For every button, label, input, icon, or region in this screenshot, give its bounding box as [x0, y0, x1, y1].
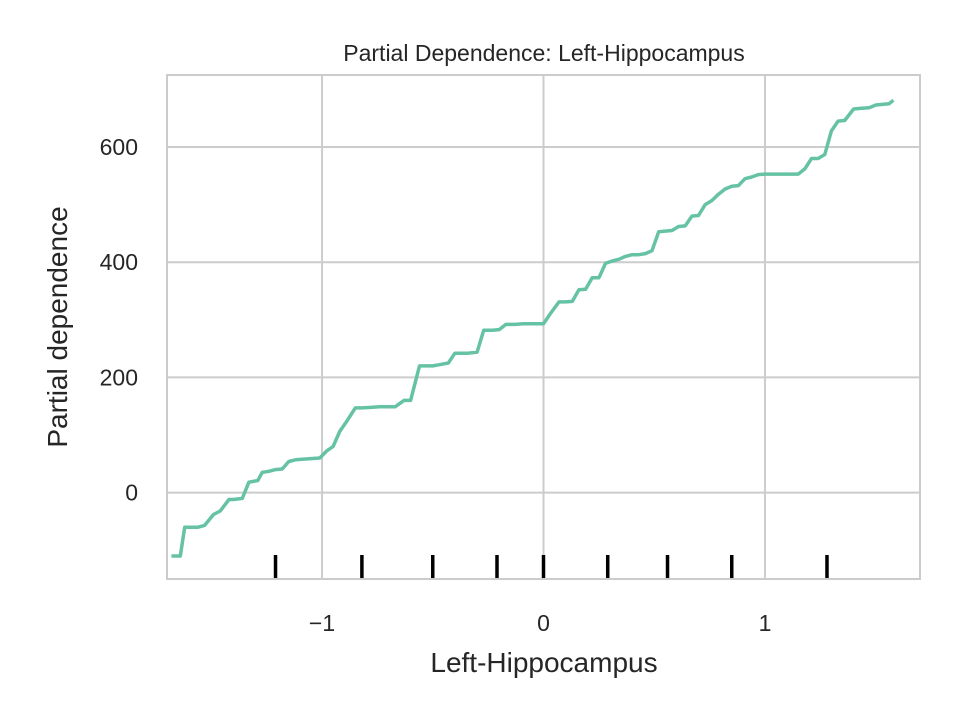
x-axis-label: Left-Hippocampus [430, 647, 657, 678]
x-tick-label: −1 [309, 610, 335, 636]
y-tick-label: 0 [125, 480, 138, 506]
y-axis-label: Partial dependence [42, 206, 73, 447]
plot-frame [166, 74, 921, 580]
x-tick-label: 0 [537, 610, 550, 636]
line-layer [171, 98, 895, 558]
partial-dependence-line [171, 98, 895, 558]
x-tick-labels: −1 0 1 [309, 610, 771, 636]
y-tick-label: 600 [100, 134, 138, 160]
chart-title: Partial Dependence: Left-Hippocampus [343, 40, 744, 66]
y-tick-label: 200 [100, 364, 138, 390]
y-tick-label: 400 [100, 249, 138, 275]
rug-marks [273, 555, 829, 579]
grid [167, 75, 920, 579]
x-tick-label: 1 [759, 610, 772, 636]
y-tick-labels: 0 200 400 600 [100, 134, 138, 506]
